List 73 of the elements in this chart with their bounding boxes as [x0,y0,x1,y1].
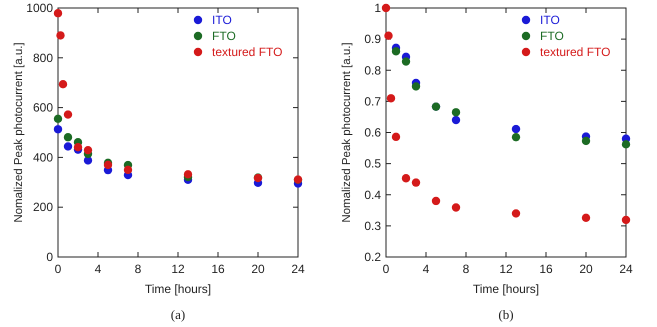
point [432,196,440,206]
x-tick-label: 0 [382,262,390,276]
y-tick-label: 0.7 [364,94,382,108]
point [392,132,400,142]
point [54,125,62,134]
x-tick-label: 24 [619,262,633,276]
x-tick-label: 4 [94,262,102,276]
y-tick-label: 400 [32,150,54,164]
point [452,203,460,212]
x-tick-label: 0 [54,262,62,276]
point [54,9,62,18]
legend-label: textured FTO [540,45,610,59]
point [74,142,82,152]
point [386,94,396,102]
point [54,114,62,124]
x-tick-label: 16 [211,262,225,276]
point [452,108,460,116]
x-tick-label: 12 [171,262,185,276]
y-tick-label: 0.3 [364,218,382,233]
legend-label: textured FTO [212,45,282,59]
legend-label: ITO [212,13,232,27]
point [392,47,400,56]
point [64,142,72,151]
point [184,170,192,179]
y-tick-label: 0.4 [364,188,382,202]
point [402,57,410,66]
point [622,140,630,149]
point [622,216,630,224]
x-tick-label: 20 [579,262,593,276]
x-tick-label: 24 [291,262,305,276]
y-tick-label: 0.2 [364,250,382,264]
point [84,146,92,154]
point [512,132,520,142]
y-tick-label: 800 [32,50,54,65]
y-tick-label: 0.9 [364,32,382,46]
point [384,32,393,40]
point [412,178,420,187]
text: (a) [170,307,186,322]
point [452,116,460,124]
legend-label: ITO [540,13,560,27]
x-axis-title: Time [hours] [144,282,212,296]
x-tick-label: 12 [499,262,513,276]
point [402,174,410,182]
point [382,4,390,12]
y-tick-label: 200 [32,200,54,214]
point [58,80,68,88]
y-tick-label: 0.6 [364,126,382,140]
y-axis-title: Nomalized Peak photocurrent [a.u.] [13,42,25,223]
y-tick-label: 0.5 [364,156,382,171]
y-tick-label: 0.8 [364,63,382,78]
point [64,133,72,142]
point [512,209,520,218]
x-tick-label: 20 [251,262,265,276]
x-tick-label: 4 [422,262,430,276]
point [56,31,65,40]
point [582,136,590,146]
legend-label: FTO [540,29,564,43]
y-tick-label: 1000 [26,1,54,15]
x-axis-title: Time [hours] [472,282,540,296]
y-tick-label: 600 [32,100,54,115]
y-tick-label: 1 [374,1,382,15]
point [412,82,420,91]
x-tick-label: 16 [539,262,553,276]
point [64,110,72,119]
y-tick-label: 0 [46,250,54,264]
point [124,166,132,174]
point [582,214,590,222]
x-tick-label: 8 [134,262,142,276]
point [512,124,520,134]
legend-label: FTO [212,29,236,43]
x-tick-label: 8 [462,262,470,276]
y-axis-title: Nomalized Peak photocurrent [a.u.] [341,42,353,223]
text: (b) [498,307,514,322]
